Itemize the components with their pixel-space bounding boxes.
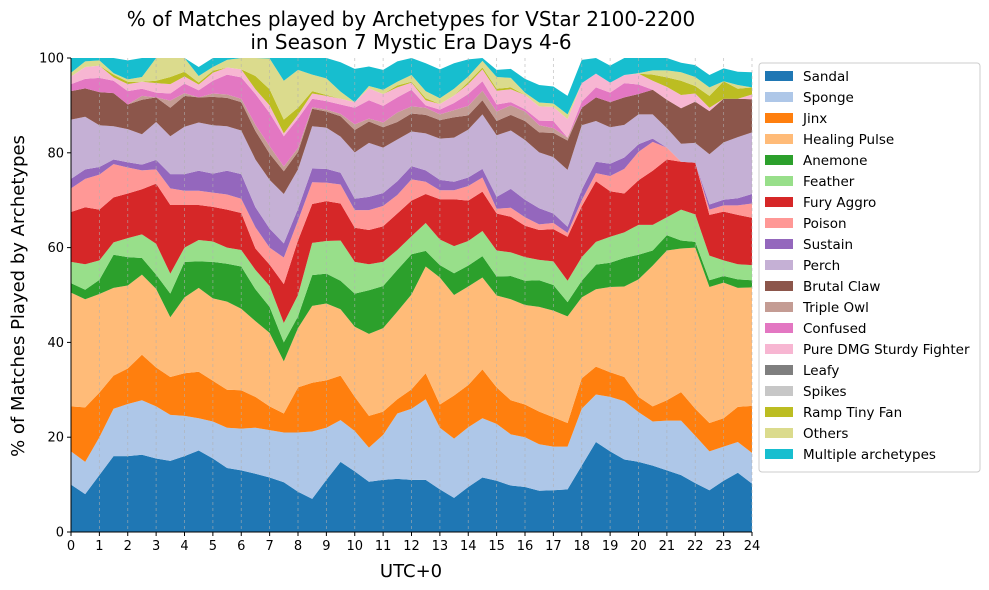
legend-label-8: Sustain [803,237,853,253]
legend: Sandal Sponge Jinx Healing Pulse Anemone Feat… [758,62,981,473]
x-gridlines [70,58,753,532]
legend-label-11: Triple Owl [802,300,869,316]
legend-label-15: Spikes [803,384,847,400]
y-tick-label-1: 20 [47,431,64,446]
legend-swatch-11 [765,302,793,312]
legend-swatch-14 [765,365,793,375]
y-tick-label-5: 100 [39,52,64,67]
x-tick-label-18: 18 [573,539,590,554]
x-tick-label-4: 4 [180,539,188,554]
x-tick-label-12: 12 [403,539,420,554]
legend-swatch-3 [765,134,793,144]
legend-label-18: Multiple archetypes [803,447,936,463]
x-tick-label-1: 1 [95,539,103,554]
x-tick-label-5: 5 [209,539,217,554]
legend-label-9: Perch [803,258,840,274]
legend-swatch-2 [765,113,793,123]
legend-label-4: Anemone [803,153,867,169]
legend-swatch-12 [765,323,793,333]
legend-swatch-17 [765,428,793,438]
legend-swatch-1 [765,92,793,102]
area-series-12 [71,74,752,167]
area-series-6 [71,159,752,323]
x-tick-label-17: 17 [545,539,562,554]
x-tick-label-9: 9 [322,539,330,554]
legend-label-17: Others [803,426,848,442]
legend-label-6: Fury Aggro [803,195,876,211]
chart-title-line1: % of Matches played by Archetypes for VS… [127,7,696,31]
x-tick-label-23: 23 [715,539,732,554]
x-tick-label-6: 6 [237,539,245,554]
x-tick-label-22: 22 [687,539,704,554]
x-tick-label-20: 20 [630,539,647,554]
x-tick-label-24: 24 [744,539,761,554]
legend-swatch-6 [765,197,793,207]
y-tick-label-3: 60 [47,241,64,256]
x-tick-label-3: 3 [152,539,160,554]
x-tick-label-15: 15 [488,539,505,554]
legend-swatch-0 [765,71,793,81]
x-tick-label-16: 16 [517,539,534,554]
legend-swatch-5 [765,176,793,186]
area-series-9 [71,114,752,244]
legend-label-5: Feather [803,174,855,190]
legend-label-0: Sandal [803,69,849,85]
x-tick-label-13: 13 [432,539,449,554]
x-tick-label-14: 14 [460,539,477,554]
x-tick-label-8: 8 [294,539,302,554]
y-axis-ticks: 0 20 40 60 80 100 [39,52,71,541]
legend-label-12: Confused [803,321,866,337]
y-axis-label: % of Matches Played by Archetypes [8,135,29,457]
x-axis-ticks: 0 1 2 3 4 5 6 7 8 9 10 11 12 13 14 15 16 17 18 19 20 21 22 23 24 [67,532,760,554]
y-tick-label-0: 0 [56,526,64,541]
legend-swatch-4 [765,155,793,165]
x-axis-label: UTC+0 [380,561,442,582]
x-tick-label-19: 19 [602,539,619,554]
legend-swatch-9 [765,260,793,270]
x-tick-label-2: 2 [124,539,132,554]
area-series-5 [71,209,752,343]
legend-box [758,62,981,473]
legend-label-14: Leafy [803,363,839,379]
area-series-4 [71,235,752,362]
legend-label-3: Healing Pulse [803,132,894,148]
x-tick-label-10: 10 [346,539,363,554]
legend-label-2: Jinx [802,111,827,127]
legend-label-1: Sponge [803,90,854,106]
legend-swatch-18 [765,449,793,459]
legend-label-16: Ramp Tiny Fan [803,405,902,421]
chart-title-line2: in Season 7 Mystic Era Days 4-6 [250,30,571,54]
legend-swatch-8 [765,239,793,249]
legend-swatch-15 [765,386,793,396]
legend-swatch-16 [765,407,793,417]
x-tick-label-11: 11 [375,539,392,554]
legend-swatch-7 [765,218,793,228]
x-tick-label-21: 21 [659,539,676,554]
legend-label-13: Pure DMG Sturdy Fighter [803,342,970,358]
x-tick-label-0: 0 [67,539,75,554]
legend-swatch-13 [765,344,793,354]
x-tick-label-7: 7 [265,539,273,554]
y-tick-label-2: 40 [47,336,64,351]
legend-swatch-10 [765,281,793,291]
legend-label-7: Poison [803,216,847,232]
y-tick-label-4: 80 [47,146,64,161]
legend-label-10: Brutal Claw [803,279,880,295]
